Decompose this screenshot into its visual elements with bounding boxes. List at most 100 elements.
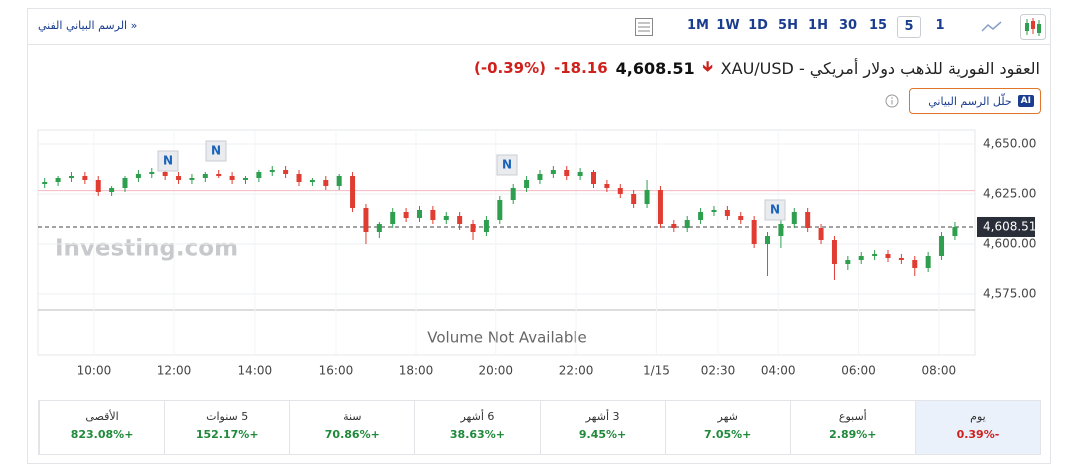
candle-body: [698, 212, 704, 220]
candle-body: [323, 180, 329, 186]
period-label: الأقصى: [85, 410, 119, 423]
candle-body: [176, 176, 182, 180]
timeframe[interactable]: 1H: [808, 18, 828, 33]
x-tick-label: 06:00: [841, 364, 876, 378]
period-label: 3 أشهر: [585, 410, 620, 423]
candle-body: [872, 254, 878, 256]
performance-cell[interactable]: 5 سنوات +152.17%: [164, 401, 289, 454]
performance-cell[interactable]: 3 أشهر +9.45%: [539, 401, 665, 454]
performance-cell[interactable]: أسبوع +2.89%: [789, 401, 915, 454]
candle-body: [82, 176, 88, 180]
candle-body: [939, 236, 945, 256]
timeframe[interactable]: 1: [935, 18, 945, 33]
timeframe[interactable]: 30: [838, 18, 858, 33]
table-icon[interactable]: [634, 17, 654, 37]
header: XAU/USD - العقود الفورية للذهب دولار أمر…: [474, 56, 1040, 80]
x-tick-label: 18:00: [399, 364, 434, 378]
candle-body: [631, 194, 637, 204]
performance-cell[interactable]: يوم -0.39%: [914, 401, 1040, 454]
timeframe[interactable]: 5: [897, 16, 921, 38]
candle-body: [805, 212, 811, 228]
news-marker-box: [764, 199, 786, 221]
candle-body: [283, 170, 289, 174]
watermark: Investing.com: [55, 236, 238, 262]
price: 4,608.51: [615, 58, 695, 78]
last-price-box: [977, 216, 1035, 237]
performance-cell[interactable]: سنة +70.86%: [289, 401, 414, 454]
performance-cell[interactable]: شهر +7.05%: [664, 401, 790, 454]
candle-body: [657, 190, 663, 224]
candle-body: [149, 172, 155, 174]
news-marker[interactable]: N: [764, 199, 786, 221]
candle-body: [42, 182, 48, 184]
performance-table: يوم -0.39% أسبوع +2.89% شهر +7.05% 3 أشهر +9.45…: [38, 400, 1041, 455]
timeframe[interactable]: 5H: [778, 18, 798, 33]
candle-body: [724, 210, 730, 216]
news-marker[interactable]: N: [205, 140, 227, 162]
news-marker-box: [205, 140, 227, 162]
period-change: +70.86%: [324, 428, 380, 441]
change: -18.16: [553, 59, 608, 77]
candle-body: [591, 172, 597, 184]
candle-body: [778, 224, 784, 236]
candle-body: [831, 240, 837, 264]
candle-body: [457, 216, 463, 224]
line-chart-icon[interactable]: [980, 17, 1004, 37]
widget: الرسم البياني الفني » 1M 1W 1D 5H 1H 30 15 5 1 X…: [27, 8, 1051, 464]
x-tick-label: 1/15: [643, 364, 670, 378]
x-tick-label: 08:00: [922, 364, 957, 378]
candle-body: [122, 178, 128, 188]
candle-body: [845, 260, 851, 264]
candle-body: [376, 224, 382, 232]
period-label: 5 سنوات: [206, 410, 249, 423]
change-pct: (-0.39%): [473, 59, 546, 77]
y-tick-label: 4,650.00: [983, 137, 1036, 151]
timeframe[interactable]: 1W: [716, 18, 740, 33]
plot-frame: [37, 129, 976, 356]
candle-body: [430, 210, 436, 220]
timeframe[interactable]: 15: [868, 18, 888, 33]
candle-body: [604, 184, 610, 188]
ai-button[interactable]: AI حلّل الرسم البياني: [909, 88, 1041, 114]
news-marker-label: N: [502, 158, 512, 172]
candle-body: [55, 178, 61, 182]
x-tick-label: 16:00: [319, 364, 354, 378]
candle-body: [564, 170, 570, 176]
news-marker-label: N: [211, 144, 221, 158]
candle-body: [537, 174, 543, 180]
candle-body: [256, 172, 262, 178]
price-chart: Volume Not Available Investing.com 4,650…: [37, 129, 1036, 378]
candle-chart-icon[interactable]: [1020, 14, 1046, 40]
candle-body: [109, 188, 115, 192]
news-marker-label: N: [163, 154, 173, 168]
candle-body: [363, 208, 369, 232]
news-marker[interactable]: N: [157, 150, 179, 172]
candle-body: [350, 176, 356, 208]
period-change: +9.45%: [578, 428, 627, 441]
info-icon[interactable]: [885, 94, 899, 108]
candle-body: [577, 172, 583, 176]
candle-body: [885, 254, 891, 258]
news-marker[interactable]: N: [496, 154, 518, 176]
candle-body: [443, 216, 449, 220]
performance-cell[interactable]: الأقصى +823.08%: [39, 401, 164, 454]
timeframes: 1M 1W 1D 5H 1H 30 15 5 1: [683, 16, 955, 38]
candle-body: [765, 236, 771, 244]
period-label: سنة: [343, 410, 362, 423]
candle-body: [858, 256, 864, 260]
x-tick-label: 12:00: [157, 364, 192, 378]
period-change: +823.08%: [70, 428, 134, 441]
period-change: +7.05%: [703, 428, 752, 441]
timeframe[interactable]: 1D: [748, 18, 768, 33]
news-marker-box: [157, 150, 179, 172]
period-change: +38.63%: [449, 428, 505, 441]
y-tick-label: 4,575.00: [983, 287, 1036, 301]
performance-cell[interactable]: 6 أشهر +38.63%: [414, 401, 539, 454]
timeframe[interactable]: 1M: [687, 18, 709, 33]
technical-chart-link[interactable]: الرسم البياني الفني »: [38, 19, 138, 32]
candle-body: [202, 174, 208, 178]
news-marker-label: N: [770, 203, 780, 217]
candle-body: [269, 170, 275, 172]
candle-body: [336, 176, 342, 186]
